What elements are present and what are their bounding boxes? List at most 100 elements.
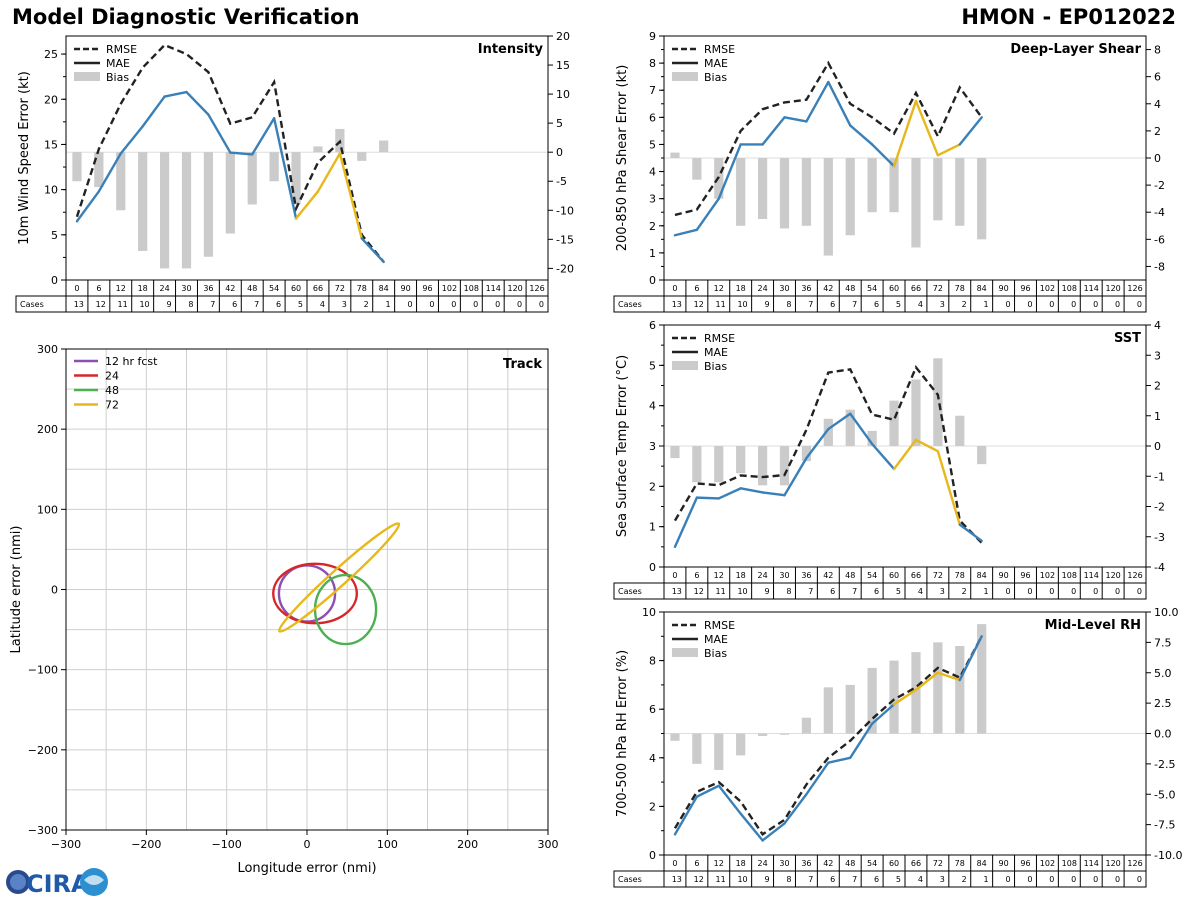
mae-segment [207,113,232,154]
bias-bar [867,430,877,446]
legend-rmse-label: RMSE [704,332,735,345]
hour-cell: 0 [74,284,79,293]
y2-tick-label: 0 [1154,152,1161,165]
mae-segment [761,822,786,842]
hour-cell: 66 [313,284,323,293]
mae-segment [870,442,896,471]
bias-bar [94,152,104,188]
bias-bar [692,158,702,180]
y-tick-label: 3 [649,440,656,453]
x-tick-label: 0 [304,838,311,851]
case-count-cell: 0 [1027,587,1032,596]
hour-cell: 24 [757,284,767,293]
y2-tick-label: 15 [556,59,570,72]
y2-tick-label: 2.5 [1154,697,1172,710]
mae-segment [892,99,918,168]
legend-bias-label: Bias [106,71,129,84]
y-tick-label: 300 [37,343,58,356]
y2-tick-label: -10.0 [1154,849,1182,862]
y-tick-label: 10 [44,184,58,197]
mae-segment [805,80,830,123]
legend-bias-swatch [74,72,100,81]
mae-segment [272,117,298,220]
case-count-cell: 6 [276,300,281,309]
hour-cell: 102 [1040,571,1055,580]
case-count-cell: 7 [210,300,215,309]
x-axis-label: Longitude error (nmi) [237,861,376,876]
case-count-cell: 0 [539,300,544,309]
y-tick-label: 0 [649,561,656,574]
case-count-cell: 5 [896,300,901,309]
mae-segment [141,95,166,128]
hour-cell: 114 [486,284,501,293]
y-tick-label: 7 [649,84,656,97]
y-tick-label: 0 [51,274,58,287]
mae-segment [870,143,896,168]
hour-cell: 42 [823,284,833,293]
hour-cell: 90 [400,284,410,293]
case-count-cell: 0 [1137,587,1142,596]
panel-title: Intensity [478,42,544,57]
y2-tick-label: -15 [556,233,574,246]
hour-cell: 126 [1127,284,1142,293]
hour-cell: 36 [801,571,811,580]
case-count-cell: 0 [1049,875,1054,884]
hour-cell: 114 [1084,859,1099,868]
mae-segment [695,197,720,232]
bias-bar [867,667,877,734]
bias-bar [757,446,768,486]
bias-bar [379,140,389,153]
legend-bias-label: Bias [704,647,727,660]
case-count-cell: 3 [342,300,347,309]
case-count-cell: 0 [473,300,478,309]
bias-bar [757,733,768,736]
bias-bar [911,652,921,734]
hour-cell: 24 [757,859,767,868]
y2-tick-label: -6 [1154,233,1165,246]
hour-cell: 84 [977,284,987,293]
y-tick-label: 200 [37,423,58,436]
case-count-cell: 4 [918,875,923,884]
case-count-cell: 1 [386,300,391,309]
y-axis-label: 10m Wind Speed Error (kt) [17,71,32,245]
bias-bar [955,415,965,446]
hour-cell: 6 [694,859,699,868]
panel-title: Mid-Level RH [1045,618,1141,633]
case-count-cell: 6 [830,875,835,884]
panel-rh: 0246810-10.0-7.5-5.0-2.50.02.55.07.510.0… [613,606,1182,888]
y2-tick-label: -4 [1154,561,1165,574]
hour-cell: 120 [1105,571,1120,580]
y2-tick-label: 4 [1154,98,1161,111]
hour-cell: 6 [694,284,699,293]
case-count-cell: 9 [764,875,769,884]
y2-tick-label: 5.0 [1154,667,1172,680]
legend-label: 48 [105,384,119,397]
case-count-cell: 7 [808,587,813,596]
y-tick-label: 0 [649,274,656,287]
hour-cell: 48 [247,284,257,293]
cases-row [613,295,1147,313]
hour-cell: 36 [203,284,213,293]
mae-segment [673,228,699,237]
y2-tick-label: 0 [1154,440,1161,453]
case-count-cell: 3 [940,587,945,596]
mae-segment [849,722,874,759]
hour-cell: 120 [1105,859,1120,868]
track-ellipse [313,573,378,646]
case-count-cell: 8 [786,300,791,309]
y2-tick-label: 3 [1154,349,1161,362]
x-tick-label: 200 [457,838,478,851]
case-count-cell: 5 [896,875,901,884]
x-tick-label: 300 [538,838,559,851]
y-tick-label: 6 [649,111,656,124]
y-tick-label: 20 [44,93,58,106]
case-count-cell: 6 [232,300,237,309]
hour-cell: 84 [379,284,389,293]
bias-bar [823,687,833,734]
y-tick-label: 5 [649,138,656,151]
hour-cell: 96 [1020,284,1030,293]
mae-segment [936,450,961,526]
hour-cell: 60 [889,571,899,580]
case-count-cell: 9 [764,587,769,596]
case-count-cell: 0 [1093,300,1098,309]
